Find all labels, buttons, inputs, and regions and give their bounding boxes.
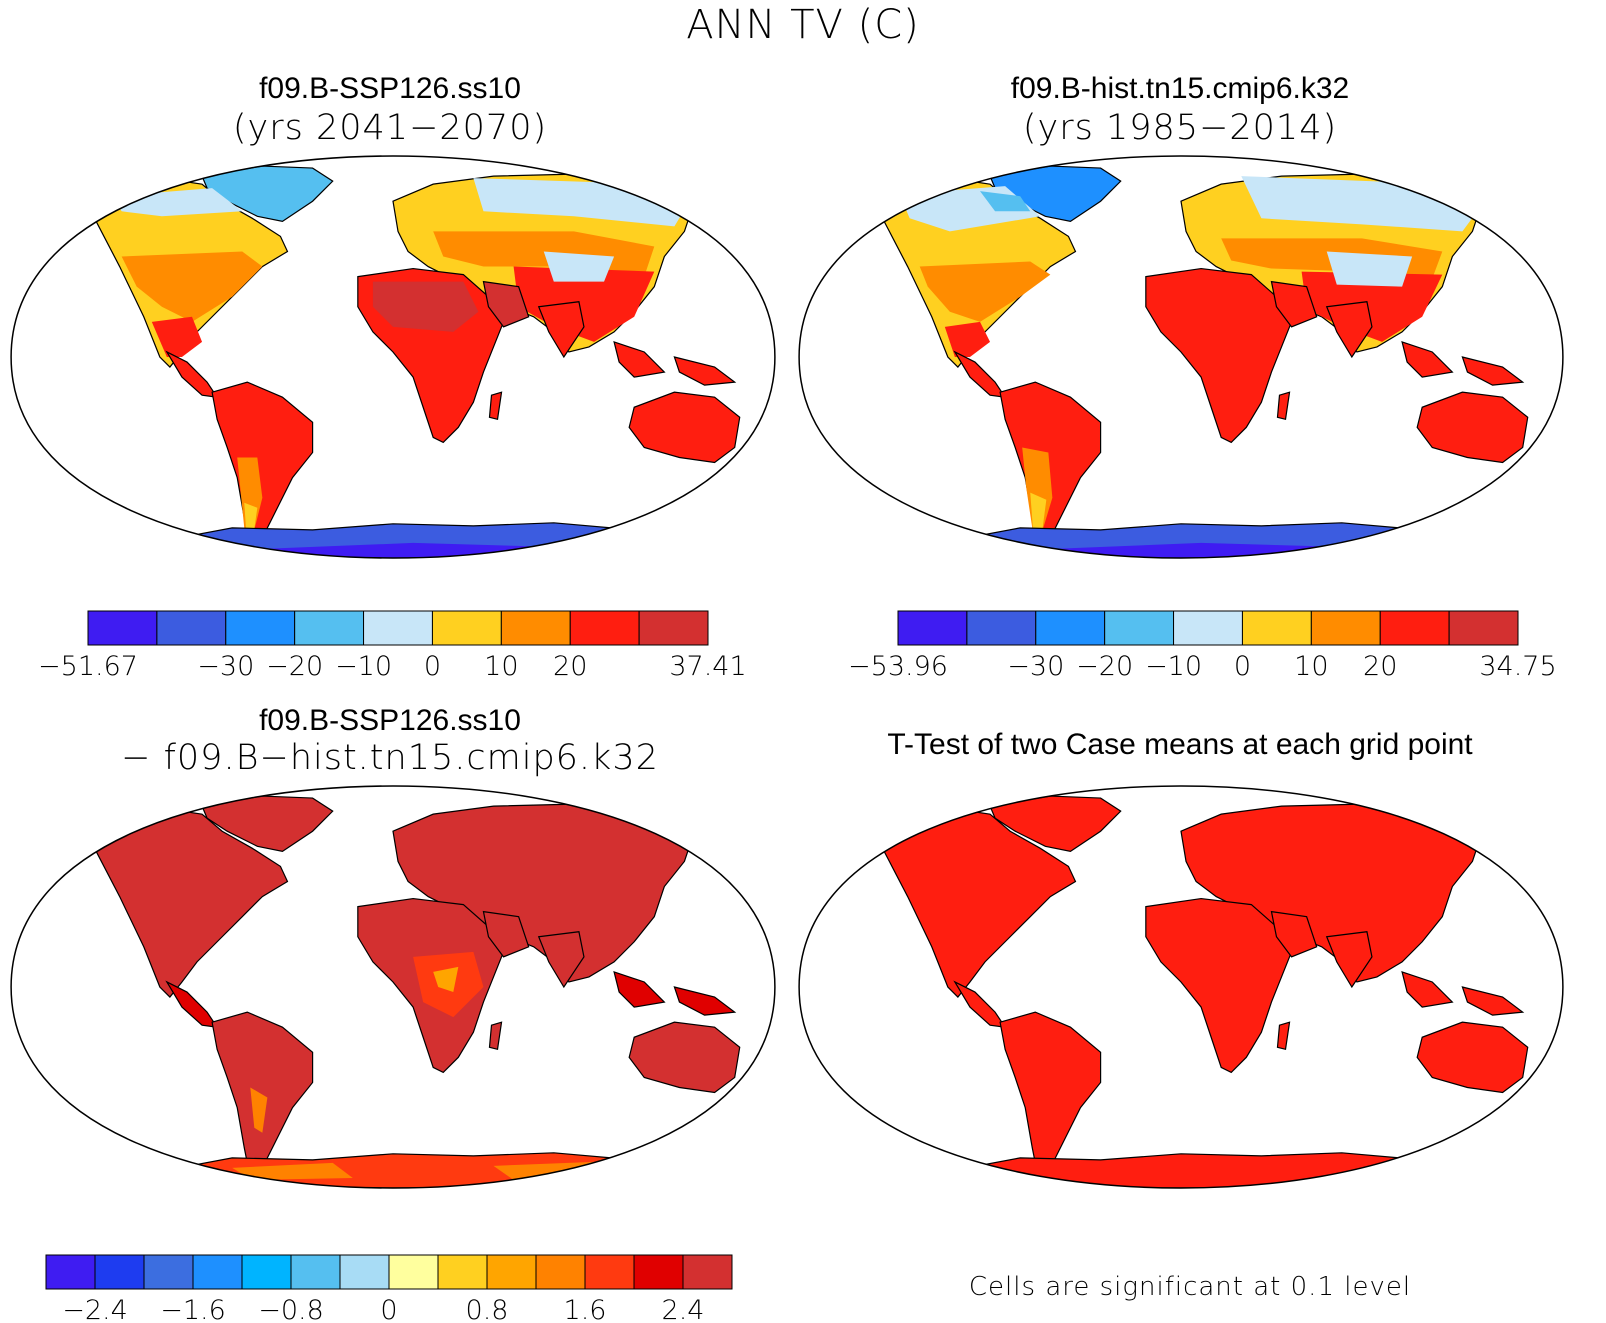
colorbar-swatch [535, 1254, 586, 1290]
south-america [211, 381, 314, 550]
greenland [201, 795, 334, 852]
colorbar-tick-label: −20 [266, 651, 323, 682]
colorbar-swatch [192, 1254, 243, 1290]
colorbar-swatch [339, 1254, 390, 1290]
colorbar-swatch [584, 1254, 635, 1290]
colorbar-swatch [143, 1254, 194, 1290]
panel-diff-subtitle: − f09.B−hist.tn15.cmip6.k32 [121, 738, 659, 778]
colorbar-tick-label: 34.75 [1479, 651, 1556, 682]
colorbar-swatch [1241, 610, 1312, 646]
colorbar-swatch [45, 1254, 96, 1290]
colorbar-diff: −2.4 −1.6 −0.8 0 0.8 1.6 2.4 [45, 1254, 733, 1323]
colorbar-tick-label: 10 [484, 651, 518, 682]
australia [1416, 391, 1529, 464]
north-america [878, 807, 1077, 998]
colorbar-swatch [1448, 610, 1519, 646]
colorbar-swatch [638, 610, 709, 646]
colorbar-swatch [437, 1254, 488, 1290]
colorbar-swatch [682, 1254, 733, 1290]
colorbar-tick-label: −30 [197, 651, 254, 682]
colorbar-tick-label: 37.41 [669, 651, 746, 682]
colorbar-tick-label: −51.67 [38, 651, 138, 682]
map-case1 [10, 155, 776, 559]
colorbar-tick-label: −20 [1076, 651, 1133, 682]
colorbar-swatch [241, 1254, 292, 1290]
panel-case1-subtitle: (yrs 2041−2070) [232, 108, 548, 148]
colorbar-tick-label: 0 [1234, 651, 1251, 682]
panel-case2-title: f09.B-hist.tn15.cmip6.k32 [1010, 72, 1350, 105]
antarctica [799, 1152, 1563, 1188]
australia [1416, 1021, 1529, 1094]
ttest-significance-note: Cells are significant at 0.1 level [968, 1272, 1412, 1302]
colorbar-swatch [225, 610, 296, 646]
south-america [999, 381, 1102, 550]
colorbar-swatch [431, 610, 502, 646]
north-america [90, 807, 289, 998]
colorbar-swatch [1310, 610, 1381, 646]
africa [1145, 897, 1293, 1074]
colorbar-swatch [569, 610, 640, 646]
colorbar-swatch [94, 1254, 145, 1290]
australia [628, 391, 741, 464]
colorbar-tick-label: 2.4 [662, 1295, 705, 1323]
colorbar-swatch [294, 610, 365, 646]
colorbar-swatch [1035, 610, 1106, 646]
colorbar-tick-label: −53.96 [848, 651, 948, 682]
colorbar-tick-label: 0.8 [466, 1295, 509, 1323]
antarctica [11, 1152, 775, 1188]
colorbar-tick-label: −10 [335, 651, 392, 682]
colorbar-swatch [633, 1254, 684, 1290]
map-ttest [798, 785, 1564, 1189]
colorbar-swatch [1379, 610, 1450, 646]
colorbar-swatch [290, 1254, 341, 1290]
figure-title: ANN TV (C) [686, 2, 920, 48]
colorbar-swatch [87, 610, 158, 646]
greenland [989, 795, 1122, 852]
africa [1145, 267, 1293, 444]
colorbar-tick-label: 1.6 [564, 1295, 607, 1323]
colorbar-case1: −51.67 −30 −20 −10 0 10 20 37.41 [38, 610, 747, 682]
colorbar-tick-label: −0.8 [258, 1295, 324, 1323]
panel-diff-title: f09.B-SSP126.ss10 [259, 704, 521, 737]
colorbar-swatch [388, 1254, 439, 1290]
panel-case1-title: f09.B-SSP126.ss10 [259, 72, 521, 105]
colorbar-tick-label: −10 [1145, 651, 1202, 682]
colorbar-swatch [1173, 610, 1243, 646]
colorbar-tick-label: −30 [1007, 651, 1064, 682]
colorbar-swatch [1104, 610, 1175, 646]
colorbar-swatch [486, 1254, 537, 1290]
colorbar-swatch [500, 610, 571, 646]
colorbar-tick-label: −2.4 [62, 1295, 128, 1323]
colorbar-tick-label: 0 [424, 651, 441, 682]
colorbar-swatch [156, 610, 227, 646]
colorbar-tick-label: 20 [553, 651, 587, 682]
colorbar-case2: −53.96 −30 −20 −10 0 10 20 34.75 [848, 610, 1557, 682]
colorbar-tick-label: 20 [1363, 651, 1397, 682]
colorbar-swatch [363, 610, 433, 646]
colorbar-swatch [897, 610, 968, 646]
australia [628, 1021, 741, 1094]
panel-case2-subtitle: (yrs 1985−2014) [1022, 108, 1338, 148]
south-america [999, 1011, 1102, 1180]
panel-ttest-title: T-Test of two Case means at each grid po… [887, 728, 1473, 761]
colorbar-tick-label: 0 [380, 1295, 397, 1323]
map-case2 [798, 155, 1564, 559]
colorbar-tick-label: −1.6 [160, 1295, 226, 1323]
colorbar-tick-label: 10 [1294, 651, 1328, 682]
colorbar-swatch [966, 610, 1037, 646]
map-diff [10, 785, 776, 1189]
